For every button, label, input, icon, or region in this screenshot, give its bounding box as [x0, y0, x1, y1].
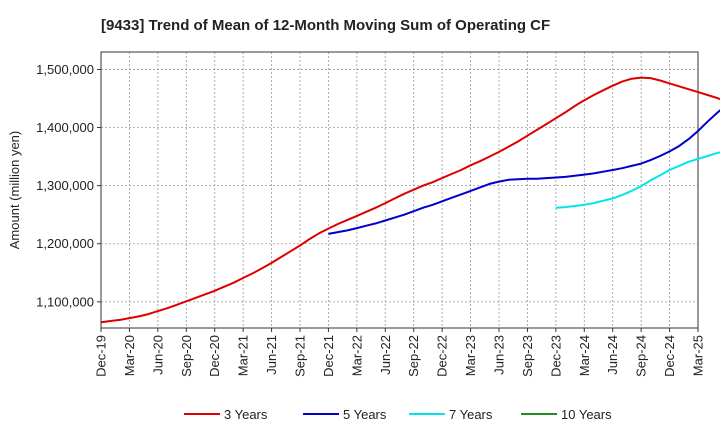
x-tick-label: Dec-24 [662, 335, 677, 377]
y-axis-label: Amount (million yen) [7, 131, 22, 250]
legend-label: 5 Years [343, 407, 387, 422]
x-tick-label: Mar-24 [577, 335, 592, 376]
series-layer [100, 76, 720, 324]
y-tick-label: 1,400,000 [36, 120, 94, 135]
x-tick-label: Jun-20 [150, 335, 165, 375]
x-tick-label: Jun-23 [492, 335, 507, 375]
plot-area-frame [100, 51, 699, 329]
x-tick-label: Dec-22 [435, 335, 450, 377]
series-line-7-years [555, 151, 720, 209]
x-tick-label: Mar-22 [349, 335, 364, 376]
x-axis: Dec-19 Mar-20 Jun-20 Sep-20 Dec-20 Mar-21 Jun-… [94, 328, 706, 377]
series-line-3-years [100, 76, 720, 324]
series-line-5-years [328, 109, 720, 235]
x-tick-label: Mar-23 [463, 335, 478, 376]
grid-layer [101, 52, 698, 328]
legend: 3 Years 5 Years 7 Years 10 Years [184, 407, 612, 422]
x-tick-label: Dec-21 [321, 335, 336, 377]
x-tick-label: Jun-24 [605, 335, 620, 375]
x-tick-label: Mar-21 [236, 335, 251, 376]
x-tick-label: Sep-21 [293, 335, 308, 377]
x-tick-label: Sep-23 [520, 335, 535, 377]
legend-label: 7 Years [449, 407, 493, 422]
legend-label: 3 Years [224, 407, 268, 422]
x-tick-label: Sep-24 [634, 335, 649, 377]
x-tick-label: Mar-25 [691, 335, 706, 376]
x-tick-label: Dec-19 [94, 335, 109, 377]
legend-label: 10 Years [561, 407, 612, 422]
x-tick-label: Dec-23 [548, 335, 563, 377]
x-tick-label: Jun-22 [378, 335, 393, 375]
x-tick-label: Jun-21 [264, 335, 279, 375]
y-tick-label: 1,300,000 [36, 178, 94, 193]
x-tick-label: Dec-20 [207, 335, 222, 377]
x-tick-label: Mar-20 [122, 335, 137, 376]
chart-title: [9433] Trend of Mean of 12-Month Moving … [101, 17, 550, 34]
y-tick-label: 1,100,000 [36, 294, 94, 309]
y-axis: 1,100,000 1,200,000 1,300,000 1,400,000 1,50… [36, 62, 101, 309]
x-tick-label: Sep-22 [406, 335, 421, 377]
x-tick-label: Sep-20 [179, 335, 194, 377]
y-tick-label: 1,500,000 [36, 62, 94, 77]
y-tick-label: 1,200,000 [36, 236, 94, 251]
